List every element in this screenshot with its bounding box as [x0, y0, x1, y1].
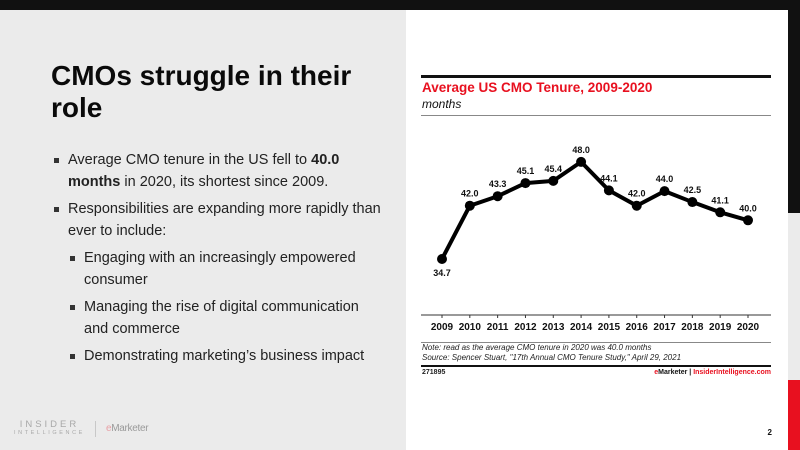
data-label: 44.1 [600, 173, 618, 183]
bullet-text-pre: Average CMO tenure in the US fell to [68, 152, 312, 168]
bullet-text-bold: 40.0 months [68, 152, 340, 190]
chart-subtitle: months [422, 97, 462, 111]
bullet-item: Average CMO tenure in the US fell to 40.… [52, 150, 382, 193]
x-tick-label: 2020 [737, 322, 760, 333]
data-label: 45.1 [517, 166, 535, 176]
data-label: 42.5 [684, 185, 702, 195]
logo-marketer: Marketer [111, 423, 149, 434]
data-point [687, 197, 698, 208]
x-tick-label: 2011 [487, 322, 509, 333]
data-point [659, 186, 670, 197]
chart-panel: Average US CMO Tenure, 2009-2020 months … [406, 10, 788, 450]
right-accent-dark [788, 10, 800, 213]
chart-note-text: Note: read as the average CMO tenure in … [422, 343, 652, 352]
x-tick-label: 2010 [459, 322, 482, 333]
insider-intelligence-logo: INSIDER INTELLIGENCE eMarketer [14, 420, 149, 437]
data-point [603, 185, 614, 196]
data-label: 42.0 [628, 189, 646, 199]
series-line [440, 159, 750, 261]
data-point [492, 191, 503, 202]
x-tick-label: 2016 [626, 322, 649, 333]
data-point [437, 254, 447, 264]
data-point [548, 175, 559, 186]
logo-divider [94, 420, 96, 437]
insider-intelligence-wordmark: INSIDER INTELLIGENCE [14, 420, 85, 437]
data-label: 43.3 [489, 179, 507, 189]
x-tick-label: 2013 [542, 322, 565, 333]
data-point [520, 178, 531, 189]
brand-separator: | [687, 369, 694, 376]
series-line-layer [440, 159, 750, 261]
brand-site: InsiderIntelligence.com [693, 369, 771, 376]
data-point [576, 156, 587, 167]
data-label: 41.1 [711, 195, 729, 205]
chart-brand: eMarketer | InsiderIntelligence.com [654, 369, 771, 376]
brand-e: e [654, 369, 659, 376]
data-label: 44.0 [656, 174, 674, 184]
line-chart: 2009 2010 2011 2012 2013 2014 2015 2016 2017 2018… [421, 145, 771, 333]
x-tick-label: 2019 [709, 322, 732, 333]
bullet-square-icon [70, 256, 75, 261]
data-label: 45.4 [545, 164, 563, 174]
brand-marketer: Marketer [658, 369, 688, 376]
x-axis: 2009 2010 2011 2012 2013 2014 2015 2016 2017 2018… [421, 314, 771, 333]
chart-top-rule [421, 75, 771, 78]
bullet-square-icon [70, 305, 75, 310]
page-number: 2 [767, 428, 772, 437]
data-point [464, 200, 475, 211]
x-tick-label: 2017 [653, 322, 676, 333]
data-labels-layer: 34.7 42.0 43.3 45.1 45.4 48.0 44.1 42.0 44.0 42.5… [433, 145, 757, 278]
x-tick-label: 2012 [514, 322, 537, 333]
sub-bullet-text: Engaging with an increasingly empowered … [84, 250, 356, 288]
bullet-list: Average CMO tenure in the US fell to 40.… [52, 150, 382, 374]
data-point [715, 207, 726, 218]
bullet-text: Responsibilities are expanding more rapi… [68, 201, 381, 239]
bullet-text-post: in 2020, its shortest since 2009. [120, 173, 329, 190]
sub-bullet-text: Demonstrating marketing’s business impac… [84, 348, 365, 364]
logo-line1: INSIDER [19, 419, 80, 430]
series-points-layer [437, 156, 753, 264]
bullet-item: Responsibilities are expanding more rapi… [52, 199, 382, 368]
chart-note: Note: read as the average CMO tenure in … [422, 343, 681, 363]
top-bar [0, 0, 800, 10]
data-label: 40.0 [739, 203, 757, 213]
data-point [631, 200, 642, 211]
sub-bullet-list: Engaging with an increasingly empowered … [68, 248, 382, 368]
bullet-square-icon [54, 158, 59, 163]
x-tick-label: 2018 [681, 322, 704, 333]
logo-e: e [105, 423, 112, 434]
bullet-square-icon [70, 354, 75, 359]
sub-bullet-item: Managing the rise of digital communicati… [68, 297, 382, 340]
sub-bullet-text: Managing the rise of digital communicati… [84, 299, 359, 337]
logo-line2: INTELLIGENCE [14, 430, 85, 436]
bullet-square-icon [54, 207, 59, 212]
sub-bullet-item: Demonstrating marketing’s business impac… [68, 346, 382, 368]
chart-subtitle-rule [421, 115, 771, 116]
chart-source-text: Source: Spencer Stuart, "17th Annual CMO… [422, 353, 682, 362]
chart-title: Average US CMO Tenure, 2009-2020 [422, 80, 653, 95]
data-point [743, 215, 753, 226]
x-tick-label: 2015 [598, 322, 621, 333]
data-label: 42.0 [461, 189, 479, 199]
emarketer-wordmark: eMarketer [105, 423, 149, 434]
chart-bottom-rule [421, 365, 771, 367]
right-accent-red [788, 380, 800, 450]
data-label: 48.0 [572, 145, 590, 155]
data-label: 34.7 [433, 268, 451, 278]
slide-title: CMOs struggle in their role [51, 60, 352, 123]
sub-bullet-item: Engaging with an increasingly empowered … [68, 248, 382, 291]
x-tick-label: 2014 [570, 322, 593, 333]
x-tick-label: 2009 [431, 322, 454, 333]
chart-note-rule [421, 342, 771, 343]
chart-id: 271895 [422, 369, 446, 376]
